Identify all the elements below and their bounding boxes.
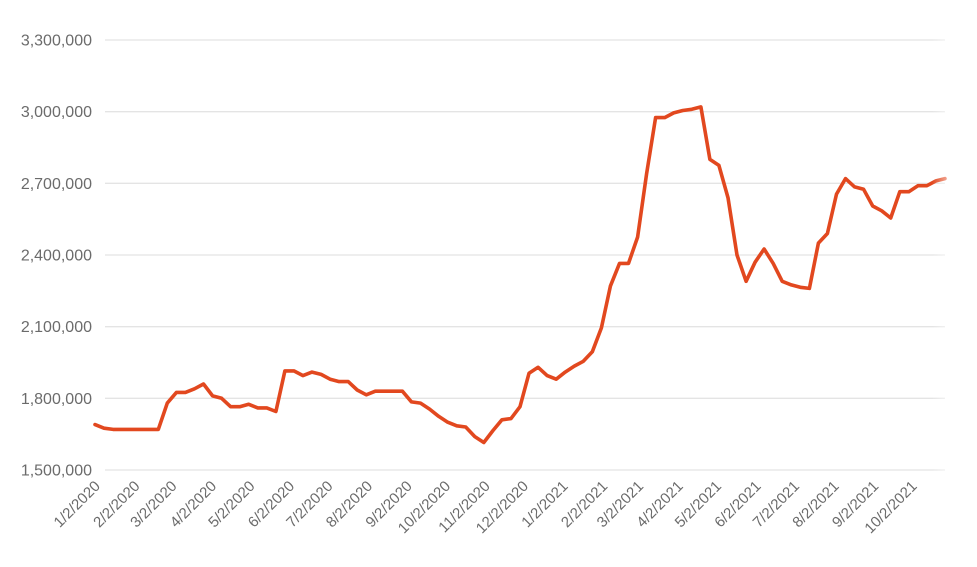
- y-axis-label: 1,800,000: [21, 391, 92, 408]
- y-axis-label: 3,000,000: [21, 104, 92, 121]
- y-axis-label: 2,400,000: [21, 248, 92, 265]
- y-axis-label: 3,300,000: [21, 33, 92, 50]
- right-edge-fade: [932, 0, 977, 567]
- y-axis-label: 2,700,000: [21, 176, 92, 193]
- series-line: [93, 105, 947, 445]
- y-axis-label: 1,500,000: [21, 463, 92, 480]
- y-axis-label: 2,100,000: [21, 319, 92, 336]
